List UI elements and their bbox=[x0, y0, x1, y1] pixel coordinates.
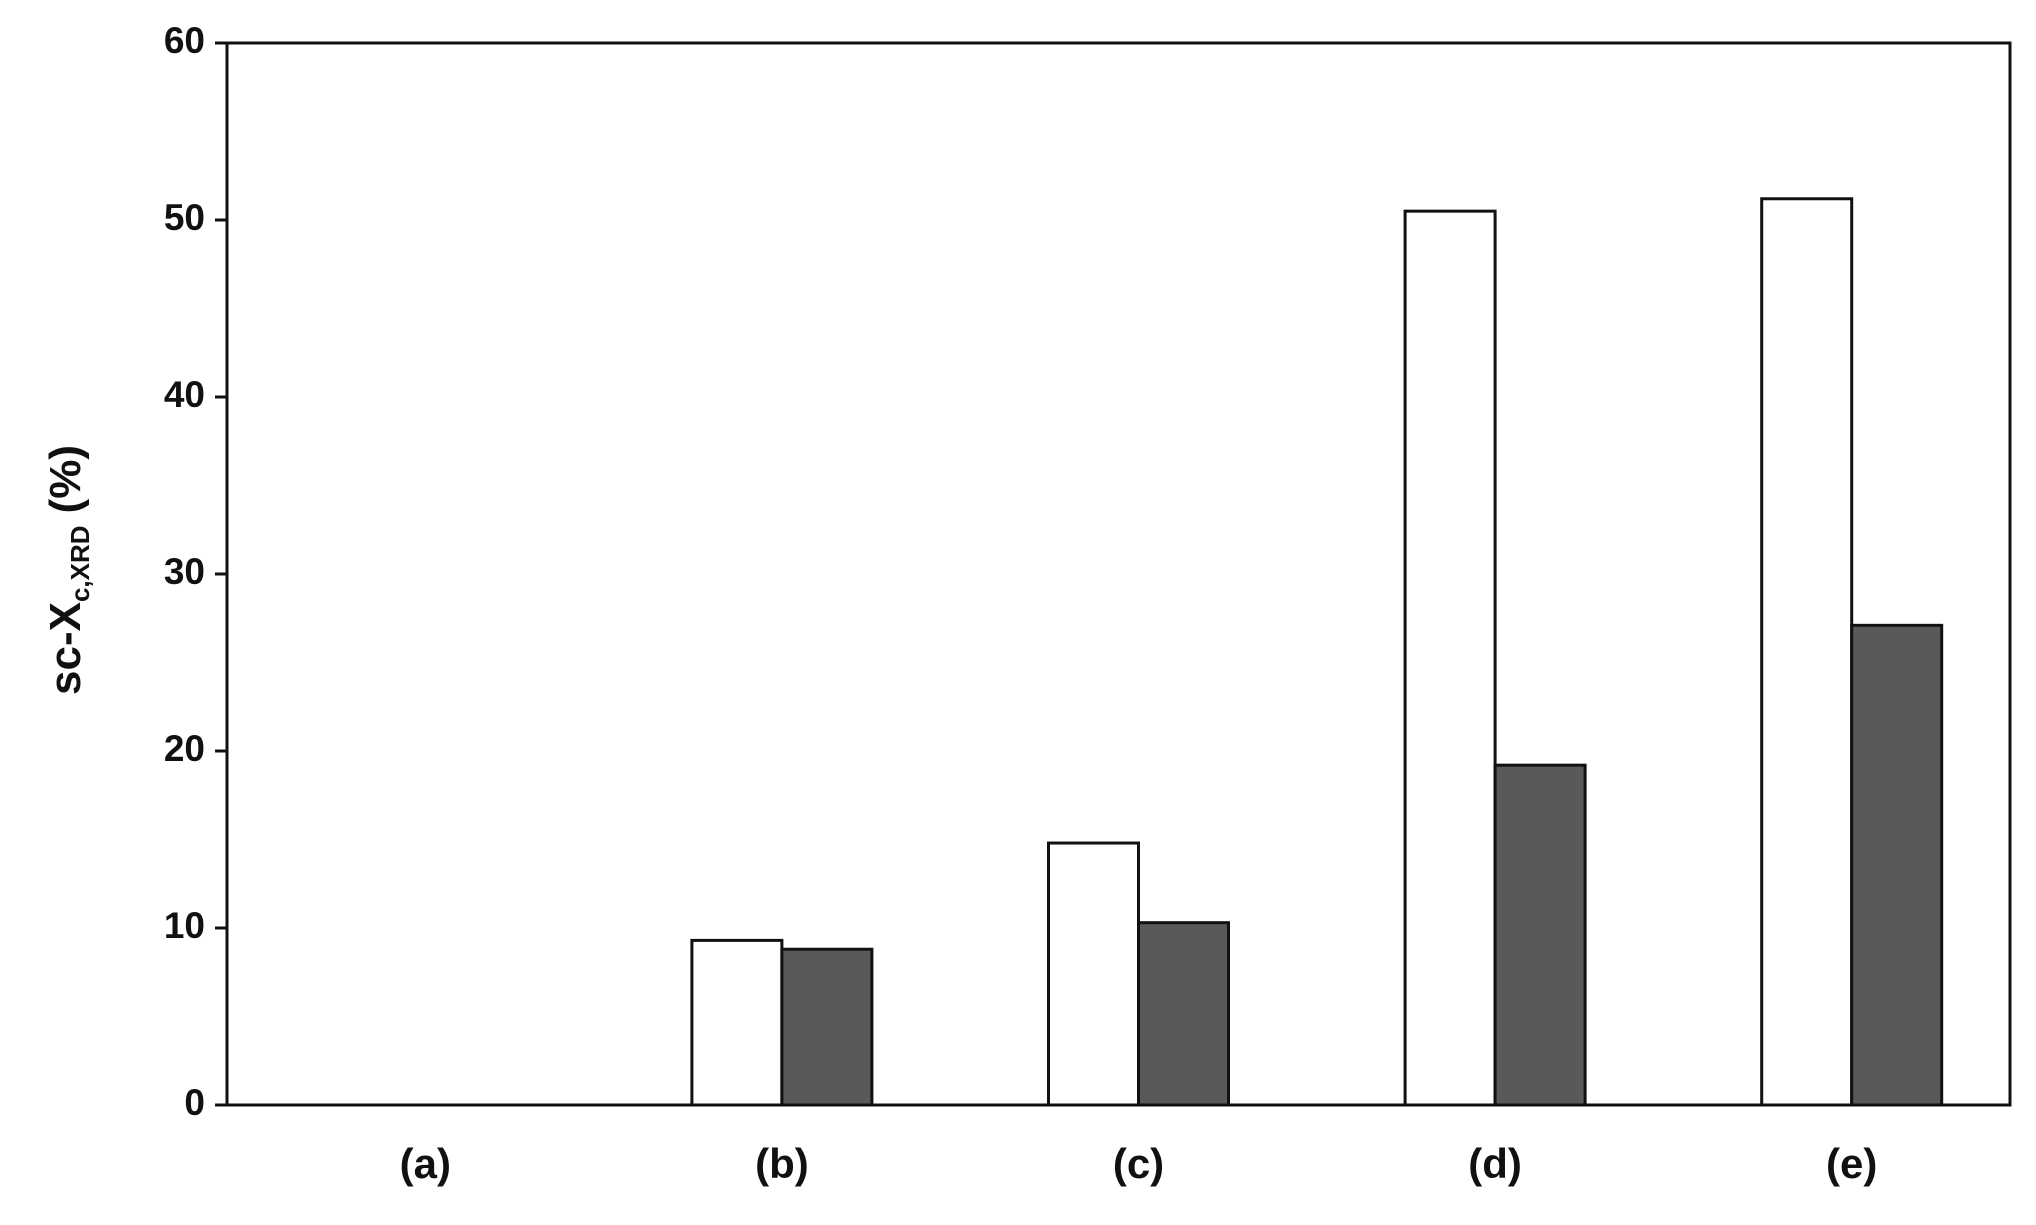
bar bbox=[1047, 841, 1140, 1107]
y-tick-label: 30 bbox=[164, 551, 205, 592]
y-label-sub: c,XRD bbox=[65, 525, 95, 602]
x-tick-label: (a) bbox=[400, 1140, 451, 1187]
bar bbox=[1760, 197, 1854, 1107]
bar bbox=[780, 947, 874, 1107]
bar bbox=[1403, 209, 1497, 1107]
y-tick-label: 60 bbox=[164, 20, 205, 61]
y-label-main: sc-X bbox=[41, 602, 90, 695]
bar bbox=[1493, 763, 1587, 1107]
y-tick-label: 20 bbox=[164, 728, 205, 769]
y-label-unit: (%) bbox=[41, 445, 90, 513]
y-tick-label: 50 bbox=[164, 197, 205, 238]
bar bbox=[1850, 623, 1944, 1107]
y-tick-label: 0 bbox=[184, 1082, 205, 1123]
y-axis-label: sc-Xc,XRD (%) bbox=[41, 445, 95, 695]
plot-frame bbox=[225, 41, 2012, 1107]
y-tick-label: 40 bbox=[164, 374, 205, 415]
x-tick-label: (d) bbox=[1468, 1140, 1522, 1187]
bar bbox=[1137, 921, 1230, 1107]
x-tick-label: (c) bbox=[1113, 1140, 1164, 1187]
x-tick-label: (e) bbox=[1826, 1140, 1877, 1187]
y-tick-label: 10 bbox=[164, 905, 205, 946]
x-tick-label: (b) bbox=[755, 1140, 809, 1187]
bar bbox=[690, 938, 784, 1107]
